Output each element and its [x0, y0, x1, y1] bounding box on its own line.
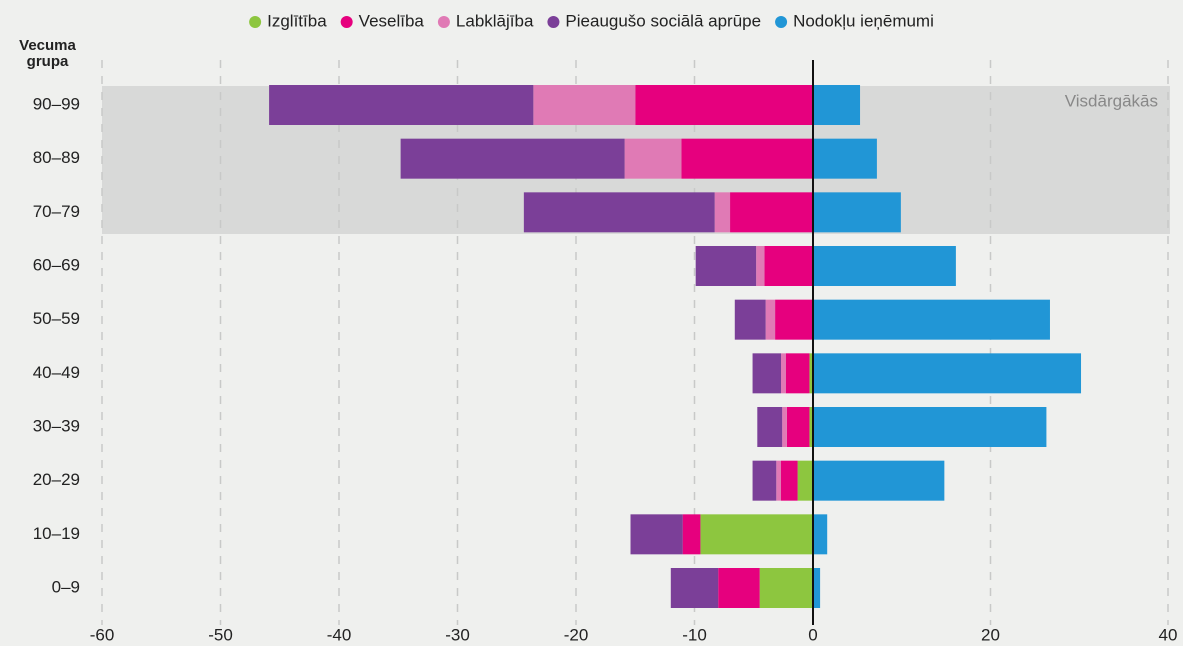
legend-marker — [437, 16, 450, 28]
legend-label: Izglītība — [267, 11, 327, 30]
legend-marker — [775, 16, 788, 28]
bar-segment — [782, 407, 787, 447]
x-tick-label: 0 — [808, 625, 817, 644]
bar-segment — [765, 299, 776, 340]
bar-segment — [775, 299, 813, 340]
bar-segment — [695, 246, 757, 286]
bar-segment — [813, 407, 1047, 447]
bar-segment — [813, 514, 828, 555]
y-tick-label: 50–59 — [33, 309, 80, 328]
bar-segment — [781, 353, 786, 394]
bar-segment — [730, 192, 813, 233]
y-tick-label: 10–19 — [33, 524, 80, 543]
legend-label: Veselība — [359, 11, 425, 30]
bar-segment — [764, 246, 813, 286]
y-tick-label: 30–39 — [33, 416, 80, 435]
bar-segment — [813, 568, 821, 608]
annotation: Visdārgākās — [1065, 91, 1158, 110]
legend-label: Nodokļu ieņēmumi — [793, 11, 934, 30]
x-tick-label: -30 — [445, 625, 470, 644]
bar-segment — [682, 514, 701, 555]
y-tick-label: 90–99 — [33, 94, 80, 113]
bar-segment — [752, 353, 782, 394]
bar-segment — [813, 138, 877, 179]
bar-segment — [797, 460, 813, 501]
bar-segment — [714, 192, 731, 233]
bar-segment — [269, 85, 534, 125]
x-tick-label: -40 — [327, 625, 352, 644]
bar-segment — [813, 353, 1082, 394]
bar-segment — [533, 85, 636, 125]
bar-segment — [813, 85, 861, 125]
bar-segment — [752, 460, 777, 501]
bar-segment — [813, 192, 901, 233]
x-tick-label: -20 — [564, 625, 589, 644]
bar-segment — [776, 460, 782, 501]
bar-segment — [786, 407, 810, 447]
bar-segment — [759, 568, 813, 608]
bar-segment — [635, 85, 813, 125]
legend-marker — [547, 16, 560, 28]
bar-segment — [785, 353, 810, 394]
bar-segment — [757, 407, 783, 447]
bar-segment — [756, 246, 765, 286]
bar-segment — [734, 299, 766, 340]
bar-segment — [630, 514, 683, 555]
y-tick-label: 80–89 — [33, 148, 80, 167]
x-tick-label: 40 — [1159, 625, 1178, 644]
bar-segment — [718, 568, 760, 608]
x-tick-label: -50 — [208, 625, 233, 644]
x-tick-label: -10 — [682, 625, 707, 644]
legend-label: Labklājība — [456, 11, 534, 30]
bar-segment — [624, 138, 682, 179]
bar-segment — [781, 460, 798, 501]
x-tick-label: -60 — [90, 625, 115, 644]
bar-segment — [523, 192, 715, 233]
legend-marker — [340, 16, 353, 28]
y-tick-label: 70–79 — [33, 202, 80, 221]
y-tick-label: 0–9 — [52, 577, 80, 596]
bar-segment — [813, 299, 1050, 340]
bar-segment — [809, 353, 813, 394]
legend-marker — [249, 16, 262, 28]
bar-segment — [809, 407, 813, 447]
y-axis-label: Vecuma grupa — [19, 37, 76, 70]
bar-segment — [681, 138, 813, 179]
y-tick-label: 60–69 — [33, 255, 80, 274]
y-tick-label: 40–49 — [33, 363, 80, 382]
bar-segment — [670, 568, 719, 608]
legend-label: Pieaugušo sociālā aprūpe — [565, 11, 761, 30]
bar-segment — [700, 514, 813, 555]
bar-segment — [813, 460, 945, 501]
bar-segment — [813, 246, 956, 286]
x-tick-label: 20 — [981, 625, 1000, 644]
bar-segment — [400, 138, 625, 179]
y-tick-label: 20–29 — [33, 470, 80, 489]
